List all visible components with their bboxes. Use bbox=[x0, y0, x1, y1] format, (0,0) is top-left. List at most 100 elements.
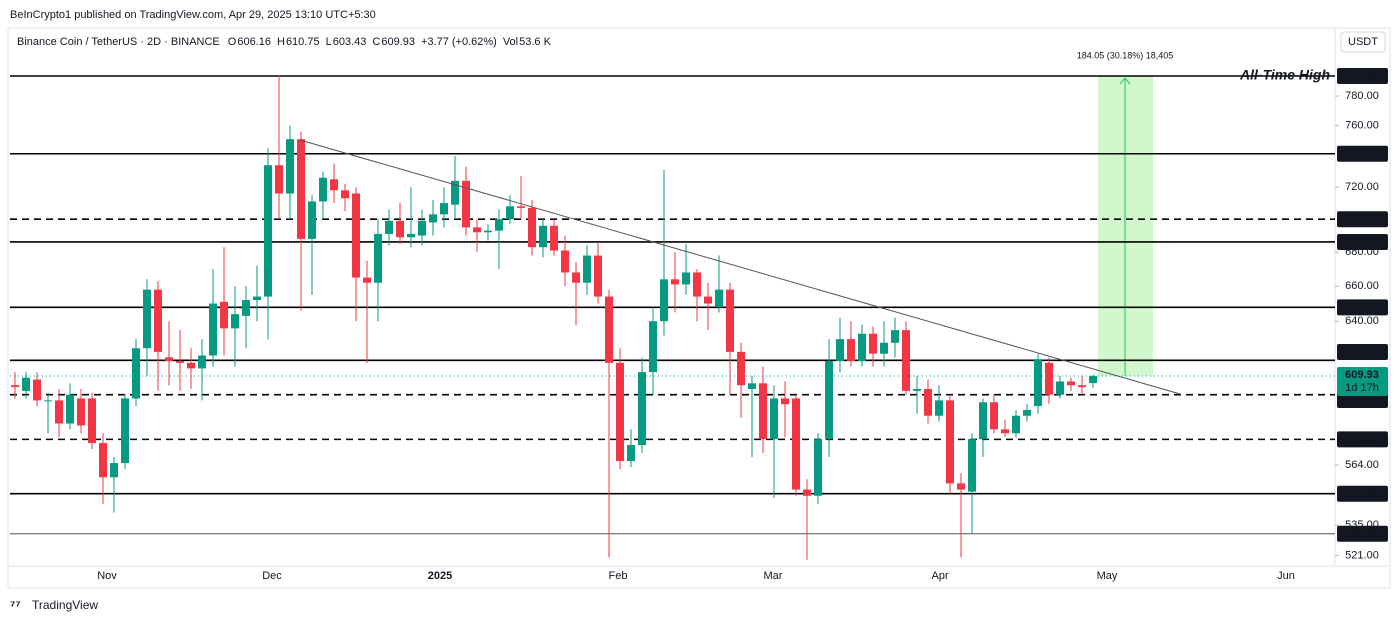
level-label: 550.00 bbox=[1345, 488, 1379, 500]
candle-body bbox=[836, 339, 844, 362]
candle-body bbox=[638, 372, 646, 446]
candle-body bbox=[627, 445, 635, 462]
candle-body bbox=[198, 355, 206, 369]
level-label-box bbox=[1337, 67, 1388, 84]
candle-body bbox=[209, 303, 217, 356]
candle-body bbox=[572, 272, 580, 283]
candle-body bbox=[462, 180, 470, 228]
x-tick-label: Apr bbox=[931, 570, 948, 582]
candle-body bbox=[143, 289, 151, 349]
candle-body bbox=[165, 357, 173, 362]
candle-body bbox=[484, 230, 492, 233]
candle-body bbox=[726, 289, 734, 352]
candle-body bbox=[616, 362, 624, 462]
candle-body bbox=[605, 296, 613, 363]
logo-mark: ⁷⁷ bbox=[10, 597, 21, 612]
ohlc-label: O bbox=[228, 36, 237, 48]
candle-body bbox=[671, 279, 679, 285]
candle-body bbox=[88, 398, 96, 444]
candle-body bbox=[1056, 381, 1064, 395]
level-annotation: All-Time High bbox=[1239, 67, 1330, 83]
candle-body bbox=[715, 289, 723, 308]
candle-body bbox=[946, 400, 954, 484]
candle-body bbox=[561, 250, 569, 273]
candle-body bbox=[396, 220, 404, 238]
y-tick-label: 760.00 bbox=[1345, 120, 1379, 132]
y-tick-label: 680.00 bbox=[1345, 246, 1379, 258]
level-label-box bbox=[1337, 485, 1388, 502]
level-label: 741.44 bbox=[1345, 148, 1380, 160]
candle-body bbox=[451, 180, 459, 205]
candle-body bbox=[99, 443, 107, 478]
candle-body bbox=[11, 385, 19, 388]
candle-body bbox=[330, 179, 338, 191]
x-tick-label: May bbox=[1097, 570, 1118, 582]
candle-body bbox=[1034, 359, 1042, 407]
candle-body bbox=[660, 279, 668, 322]
candle-body bbox=[682, 272, 690, 285]
candle-body bbox=[539, 225, 547, 248]
footer-logo: ⁷⁷ TradingView bbox=[10, 597, 98, 612]
candle-body bbox=[22, 377, 30, 391]
candle-body bbox=[858, 333, 866, 362]
level-label-box bbox=[1337, 431, 1388, 448]
candle-body bbox=[473, 227, 481, 233]
ohlc-value: 603.43 bbox=[333, 36, 367, 48]
level-label: 686.16 bbox=[1345, 236, 1379, 248]
candle-body bbox=[517, 206, 525, 208]
candle-body bbox=[319, 177, 327, 202]
candle-body bbox=[275, 165, 283, 194]
level-label: 700.00 bbox=[1345, 213, 1379, 225]
ohlc-label: H bbox=[277, 36, 285, 48]
ohlc-label: L bbox=[326, 36, 332, 48]
candle-body bbox=[814, 439, 822, 496]
level-label: 531.00 bbox=[1345, 528, 1379, 540]
level-label-box bbox=[1337, 211, 1388, 228]
last-price-box bbox=[1337, 366, 1388, 396]
candle-body bbox=[902, 330, 910, 391]
countdown: 1d 17h bbox=[1345, 382, 1379, 394]
candle-body bbox=[957, 483, 965, 490]
candle-body bbox=[429, 214, 437, 223]
measure-label: 184.05 (30.18%) 18,405 bbox=[1077, 50, 1174, 60]
level-label: 793.86 bbox=[1345, 70, 1379, 82]
candle-body bbox=[880, 342, 888, 354]
candle-body bbox=[869, 333, 877, 354]
level-label-box bbox=[1337, 233, 1388, 250]
candle-body bbox=[693, 272, 701, 297]
candle-body bbox=[176, 361, 184, 363]
candle-body bbox=[506, 206, 514, 220]
level-label-box bbox=[1337, 299, 1388, 316]
level-label-box bbox=[1337, 145, 1388, 162]
candle-body bbox=[1001, 429, 1009, 434]
change: +3.77 (+0.62%) bbox=[421, 36, 497, 48]
candle-body bbox=[891, 330, 899, 343]
currency: USDT bbox=[1348, 36, 1378, 48]
candle-body bbox=[825, 361, 833, 440]
candle-body bbox=[264, 165, 272, 297]
candle-body bbox=[418, 220, 426, 236]
level-label-box bbox=[1337, 343, 1388, 360]
candle-body bbox=[1067, 381, 1075, 386]
candle-body bbox=[847, 339, 855, 362]
volume-label: Vol bbox=[503, 36, 518, 48]
y-tick-label: 720.00 bbox=[1345, 181, 1379, 193]
candle-body bbox=[297, 139, 305, 239]
candle-body bbox=[792, 398, 800, 490]
ohlc-value: 606.16 bbox=[237, 36, 271, 48]
candle-body bbox=[77, 398, 85, 426]
currency-box bbox=[1340, 31, 1386, 53]
y-tick-label: 564.00 bbox=[1345, 459, 1379, 471]
candle-body bbox=[154, 289, 162, 352]
level-label-box bbox=[1337, 525, 1388, 542]
candle-body bbox=[231, 314, 239, 329]
candle-body bbox=[341, 190, 349, 199]
last-price-label: 609.93 bbox=[1345, 369, 1379, 381]
candle-body bbox=[495, 219, 503, 231]
candle-body bbox=[55, 400, 63, 424]
x-tick-label: Nov bbox=[97, 570, 117, 582]
candle-body bbox=[748, 383, 756, 389]
x-tick-label: 2025 bbox=[428, 570, 452, 582]
candle-body bbox=[924, 388, 932, 416]
candle-body bbox=[550, 225, 558, 251]
